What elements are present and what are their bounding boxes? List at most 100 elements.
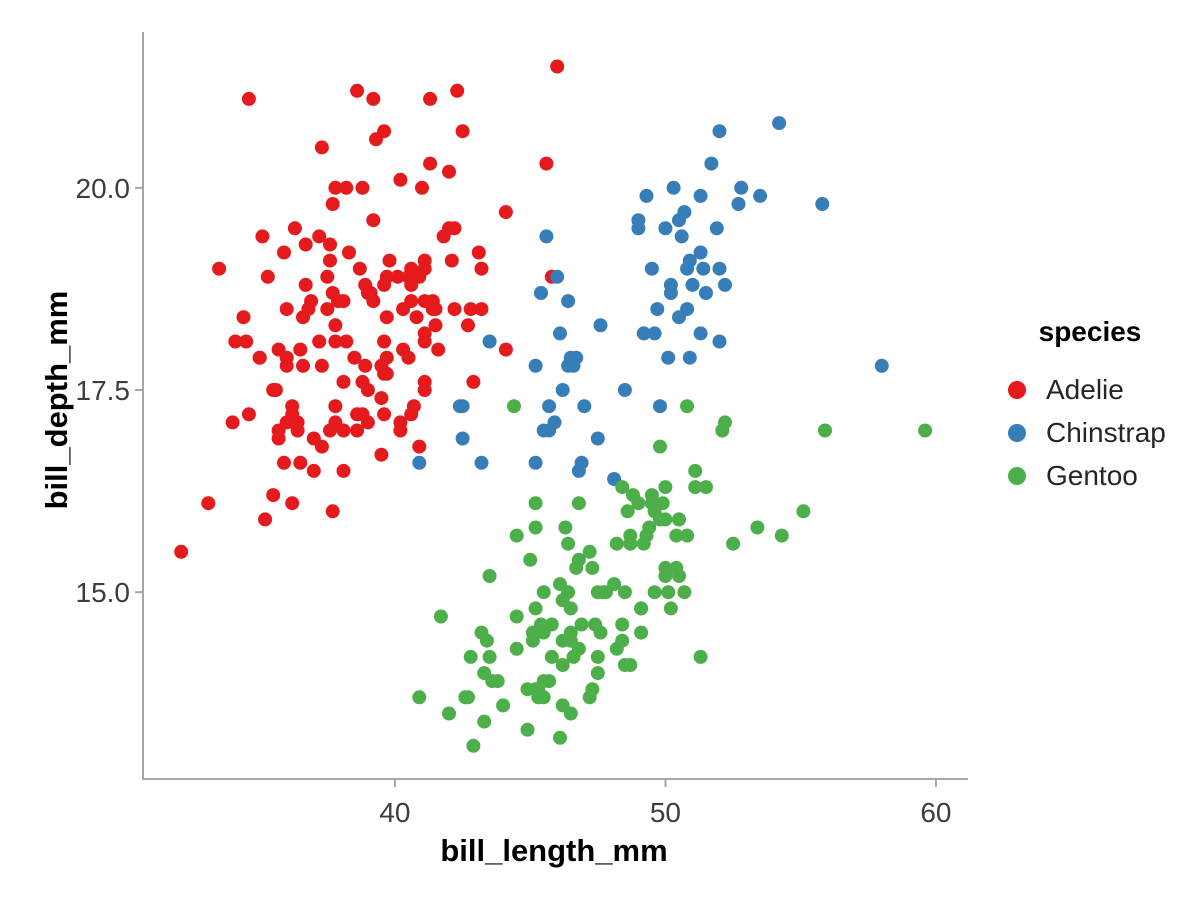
data-point-gentoo (528, 601, 543, 616)
data-point-adelie (325, 504, 340, 519)
data-point-adelie (325, 197, 340, 211)
data-point-adelie (293, 455, 308, 470)
data-point-gentoo (718, 415, 732, 430)
data-point-adelie (268, 383, 283, 397)
data-point-adelie (336, 463, 351, 478)
data-point-gentoo (571, 641, 586, 656)
data-point-gentoo (590, 585, 605, 600)
data-point-adelie (279, 302, 294, 317)
legend-dot-icon (1008, 380, 1026, 399)
data-point-adelie (498, 342, 513, 357)
data-point-gentoo (496, 698, 511, 713)
data-point-chinstrap (542, 423, 557, 438)
data-point-adelie (331, 294, 346, 309)
data-point-gentoo (688, 480, 703, 495)
data-point-chinstrap (753, 188, 768, 203)
data-point-chinstrap (699, 286, 713, 300)
legend-item-label: Gentoo (1046, 459, 1138, 491)
data-point-adelie (436, 229, 451, 244)
data-point-adelie (225, 415, 240, 430)
data-point-gentoo (507, 399, 521, 414)
data-point-gentoo (623, 528, 638, 543)
data-point-gentoo (588, 617, 603, 632)
data-point-adelie (252, 350, 267, 365)
data-point-gentoo (590, 666, 605, 681)
data-point-gentoo (509, 641, 524, 656)
data-point-chinstrap (680, 261, 695, 276)
data-point-gentoo (525, 633, 540, 648)
data-point-chinstrap (577, 399, 592, 414)
data-point-adelie (390, 269, 405, 284)
data-point-gentoo (818, 423, 832, 438)
data-point-chinstrap (680, 302, 695, 317)
data-point-adelie (328, 318, 343, 333)
data-point-chinstrap (712, 261, 727, 276)
data-point-chinstrap (639, 188, 654, 203)
data-point-chinstrap (731, 197, 746, 211)
data-point-gentoo (615, 633, 630, 648)
data-point-adelie (366, 294, 381, 309)
data-point-chinstrap (704, 156, 719, 171)
data-point-gentoo (561, 585, 576, 600)
data-point-chinstrap (617, 383, 632, 397)
data-point-gentoo (680, 399, 695, 414)
data-point-adelie (417, 253, 432, 268)
data-point-gentoo (555, 698, 570, 713)
data-point-adelie (355, 180, 370, 195)
data-point-gentoo (590, 649, 605, 664)
data-point-chinstrap (718, 277, 732, 292)
data-point-adelie (471, 245, 486, 260)
data-point-gentoo (528, 496, 543, 511)
data-point-adelie (444, 253, 459, 268)
data-point-gentoo (680, 528, 695, 543)
data-point-gentoo (433, 609, 448, 624)
data-point-chinstrap (772, 116, 787, 131)
data-point-chinstrap (647, 326, 662, 341)
data-point-gentoo (661, 585, 676, 600)
legend-item-label: Chinstrap (1046, 416, 1166, 448)
data-point-gentoo (658, 560, 673, 575)
data-point-chinstrap (650, 302, 665, 317)
data-point-gentoo (482, 569, 497, 583)
data-point-adelie (339, 180, 354, 195)
data-point-gentoo (655, 496, 670, 511)
data-point-adelie (336, 374, 351, 389)
legend-title: species (1038, 316, 1142, 347)
data-point-chinstrap (561, 294, 576, 309)
data-point-adelie (409, 310, 424, 325)
legend-item-label: Adelie (1046, 373, 1124, 405)
data-point-adelie (236, 310, 251, 325)
data-point-adelie (296, 358, 310, 373)
data-point-gentoo (617, 658, 632, 672)
data-point-gentoo (585, 560, 600, 575)
data-point-adelie (241, 91, 256, 106)
data-point-gentoo (553, 730, 567, 745)
data-point-adelie (279, 358, 294, 373)
y-axis-title: bill_depth_mm (39, 290, 74, 510)
data-point-gentoo (571, 552, 586, 567)
data-point-adelie (258, 512, 273, 527)
data-point-adelie (474, 261, 489, 276)
data-point-chinstrap (412, 455, 427, 470)
legend-dot-icon (1008, 466, 1026, 485)
data-point-adelie (461, 318, 475, 333)
data-point-adelie (379, 269, 394, 284)
data-point-gentoo (750, 520, 765, 535)
data-point-chinstrap (631, 213, 646, 228)
data-point-gentoo (412, 690, 427, 705)
data-point-adelie (377, 124, 392, 139)
data-point-adelie (320, 269, 335, 284)
data-point-adelie (417, 334, 432, 349)
legend-item-adelie: Adelie (1008, 368, 1172, 411)
data-point-adelie (379, 366, 394, 381)
data-point-chinstrap (658, 221, 673, 236)
data-point-adelie (339, 334, 354, 349)
data-point-adelie (228, 334, 243, 349)
data-point-chinstrap (712, 124, 727, 139)
data-point-adelie (320, 302, 335, 317)
data-point-adelie (377, 407, 392, 422)
data-point-adelie (401, 350, 416, 365)
data-point-adelie (314, 439, 329, 454)
